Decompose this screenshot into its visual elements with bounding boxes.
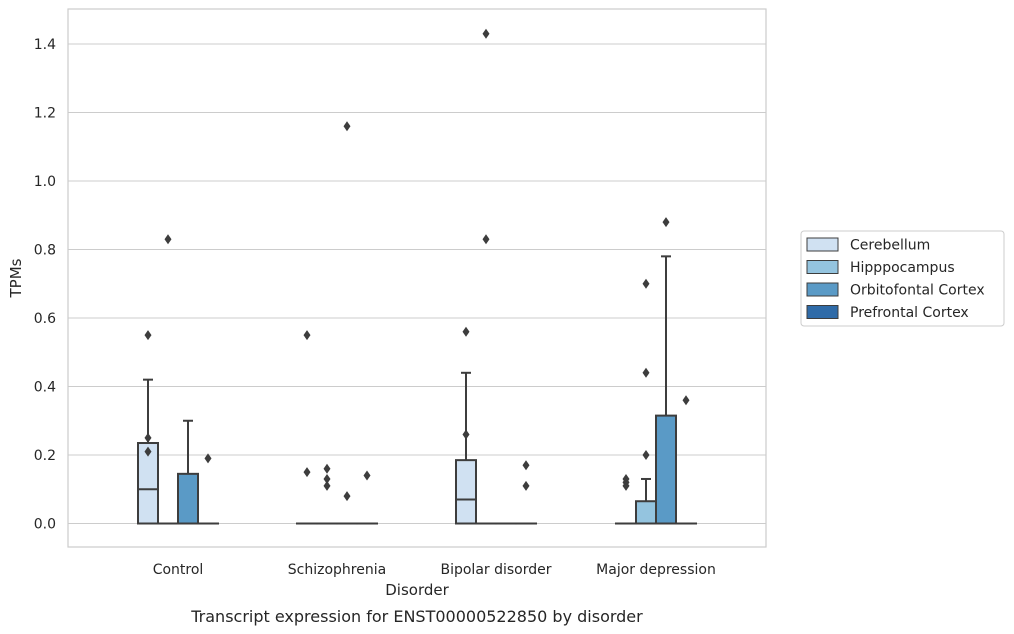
outlier-point xyxy=(144,432,152,443)
outlier-point xyxy=(323,480,331,491)
box-prefrontal-cortex xyxy=(356,470,378,525)
outlier-point xyxy=(343,491,351,502)
outlier-point xyxy=(462,326,470,337)
box-cerebellum xyxy=(296,330,318,525)
box-hipppocampus xyxy=(635,278,657,525)
legend-swatch xyxy=(806,282,839,297)
outlier-point xyxy=(462,429,470,440)
box-body xyxy=(455,459,477,525)
chart-caption: Transcript expression for ENST0000052285… xyxy=(190,607,643,626)
box-plot-series xyxy=(137,28,697,525)
y-tick-label: 0.2 xyxy=(34,448,56,464)
legend-label: Hipppocampus xyxy=(850,260,955,276)
box-orbitofontal-cortex xyxy=(655,217,677,525)
outlier-point xyxy=(303,467,311,478)
box-orbitofontal-cortex xyxy=(177,419,199,525)
grid-lines xyxy=(68,43,766,525)
y-tick-label: 1.4 xyxy=(34,37,56,53)
box-hipppocampus xyxy=(157,234,179,525)
y-tick-label: 0.0 xyxy=(34,517,56,533)
box-hipppocampus xyxy=(316,463,338,525)
box-body xyxy=(177,472,199,525)
legend: Cerebellum Hipppocampus Orbitofontal Corte… xyxy=(800,230,1005,327)
outlier-point xyxy=(642,278,650,289)
y-tick-label: 0.4 xyxy=(34,380,56,396)
outlier-point xyxy=(482,28,490,39)
outlier-point xyxy=(482,234,490,245)
box-cerebellum xyxy=(615,473,637,525)
legend-swatch xyxy=(806,237,839,252)
box-hipppocampus xyxy=(475,28,497,525)
legend-label: Prefrontal Cortex xyxy=(850,305,969,321)
legend-label: Orbitofontal Cortex xyxy=(850,283,985,299)
legend-label: Cerebellum xyxy=(850,238,930,254)
x-tick-label: Control xyxy=(153,562,204,578)
outlier-point xyxy=(363,470,371,481)
y-tick-label: 0.8 xyxy=(34,243,56,259)
outlier-point xyxy=(662,217,670,228)
box-prefrontal-cortex xyxy=(197,453,219,525)
legend-frame xyxy=(800,230,1005,327)
box-cerebellum xyxy=(137,330,159,525)
outlier-point xyxy=(642,367,650,378)
y-axis-label: TPMs xyxy=(7,258,25,298)
outlier-point xyxy=(144,446,152,457)
box-cerebellum xyxy=(455,326,477,525)
box-orbitofontal-cortex xyxy=(336,121,358,525)
outlier-point xyxy=(642,450,650,460)
x-tick-label: Bipolar disorder xyxy=(440,562,551,578)
outlier-point xyxy=(204,453,212,464)
outlier-point xyxy=(164,234,172,245)
box-body xyxy=(655,414,677,525)
outlier-point xyxy=(682,395,690,406)
outlier-point xyxy=(144,330,152,341)
outlier-point xyxy=(343,121,351,132)
box-body xyxy=(635,500,657,525)
y-tick-label: 1.2 xyxy=(34,106,56,122)
y-tick-labels: 0.0 0.2 0.4 0.6 0.8 1.0 1.2 1.4 xyxy=(34,37,56,533)
box-body xyxy=(137,442,159,525)
outlier-point xyxy=(522,460,530,471)
y-tick-label: 1.0 xyxy=(34,174,56,190)
y-tick-label: 0.6 xyxy=(34,311,56,327)
box-prefrontal-cortex xyxy=(515,460,537,525)
legend-swatch xyxy=(806,260,839,274)
outlier-point xyxy=(303,330,311,341)
legend-swatch xyxy=(806,305,839,319)
outlier-point xyxy=(522,480,530,491)
x-tick-label: Major depression xyxy=(596,562,716,578)
outlier-point xyxy=(323,473,331,484)
x-axis-label: Disorder xyxy=(385,581,449,599)
outlier-point xyxy=(323,463,331,474)
plot-frame xyxy=(67,8,767,548)
outlier-point xyxy=(622,480,630,491)
x-tick-labels: Control Schizophrenia Bipolar disorder Majo… xyxy=(153,562,716,578)
x-tick-label: Schizophrenia xyxy=(288,562,386,578)
box-prefrontal-cortex xyxy=(675,395,697,525)
